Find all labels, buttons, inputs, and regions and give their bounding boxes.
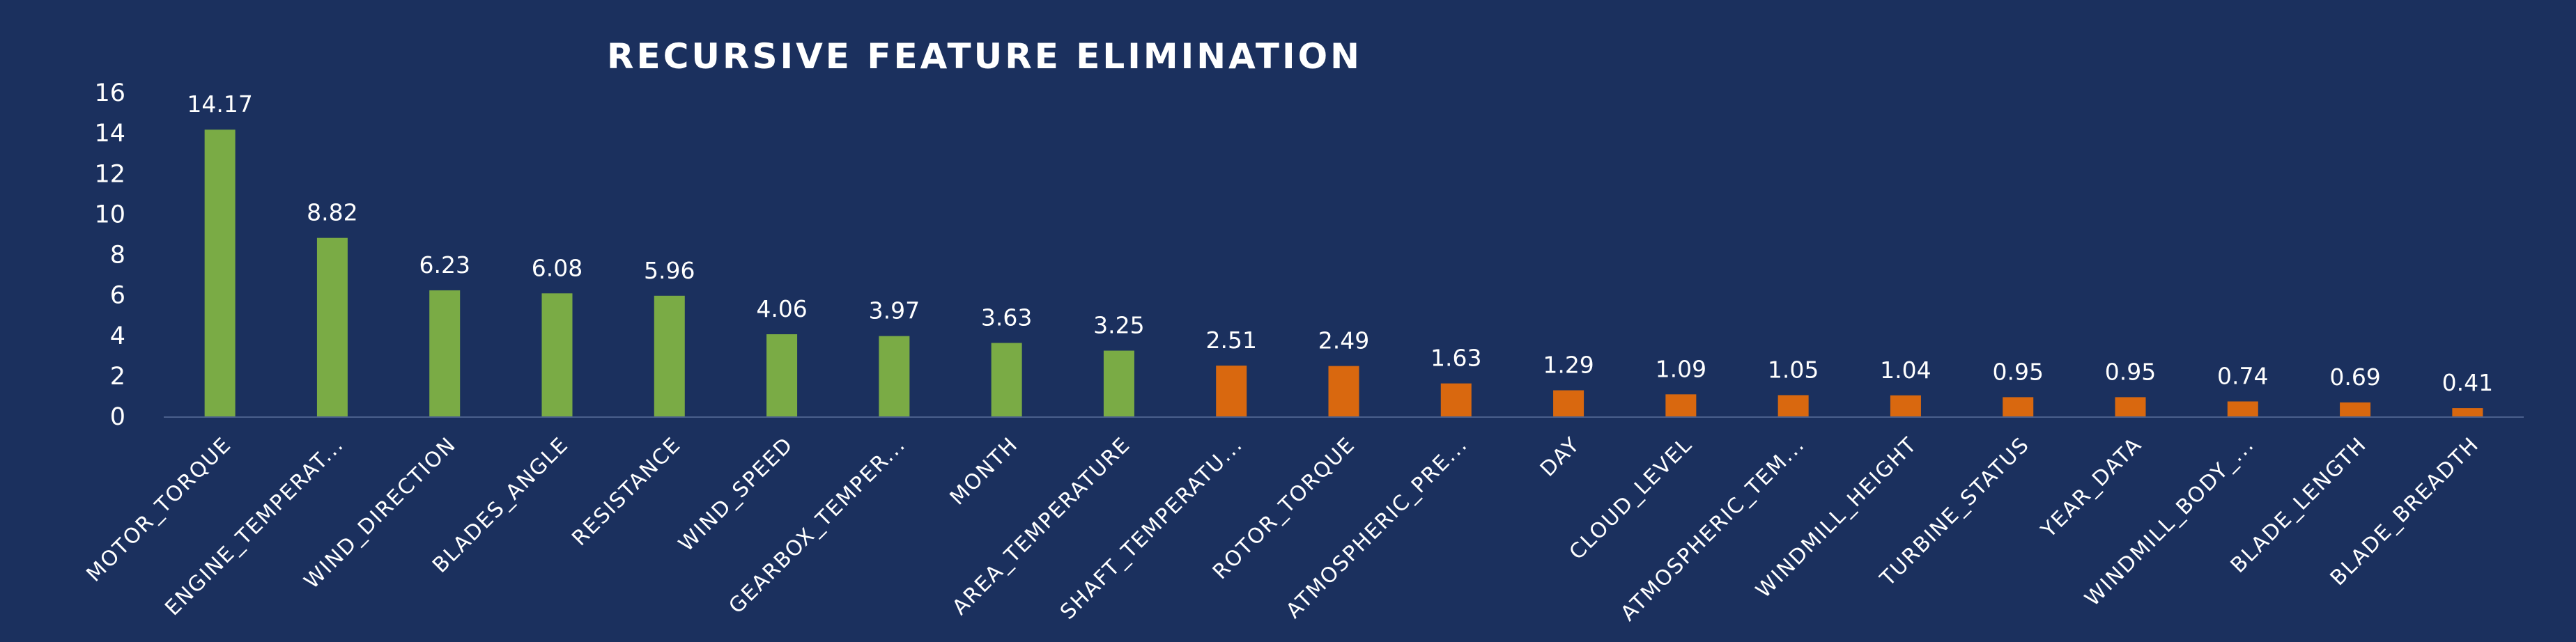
x-tick-label: SHAFT_TEMPERATU... bbox=[1056, 432, 1248, 625]
data-label: 6.23 bbox=[419, 251, 470, 279]
x-tick-label: ATMOSPHERIC_TEM... bbox=[1616, 432, 1810, 626]
bar bbox=[316, 237, 348, 416]
bar bbox=[429, 290, 461, 416]
bar bbox=[1777, 395, 1809, 416]
data-label: 3.25 bbox=[1093, 312, 1144, 339]
bar bbox=[1665, 394, 1697, 416]
bar bbox=[541, 293, 573, 416]
data-label: 14.17 bbox=[187, 91, 252, 118]
data-label: 1.09 bbox=[1656, 355, 1706, 382]
data-label: 1.29 bbox=[1543, 352, 1594, 379]
data-label: 1.63 bbox=[1430, 345, 1481, 372]
bar bbox=[766, 334, 798, 416]
y-tick-label: 2 bbox=[110, 363, 125, 391]
bar bbox=[204, 130, 236, 416]
y-tick-label: 14 bbox=[94, 120, 125, 148]
x-tick-label: ENGINE_TEMPERAT... bbox=[160, 432, 348, 620]
bar bbox=[2003, 397, 2034, 416]
bar bbox=[991, 343, 1022, 416]
x-tick-label: YEAR_DATA bbox=[2036, 432, 2147, 543]
data-label: 8.82 bbox=[307, 199, 357, 226]
bar bbox=[1440, 383, 1472, 416]
y-tick-label: 4 bbox=[110, 322, 125, 350]
bar bbox=[879, 336, 910, 416]
bar bbox=[1890, 395, 1921, 416]
data-label: 0.41 bbox=[2442, 369, 2493, 396]
y-tick-label: 8 bbox=[110, 242, 125, 269]
data-label: 2.51 bbox=[1205, 327, 1256, 354]
y-tick-label: 0 bbox=[110, 403, 125, 431]
y-tick-label: 10 bbox=[94, 201, 125, 228]
data-label: 2.49 bbox=[1318, 327, 1369, 354]
data-label: 4.06 bbox=[756, 295, 807, 322]
y-tick-label: 6 bbox=[110, 282, 125, 310]
data-label: 0.69 bbox=[2329, 363, 2380, 391]
x-tick-label: CLOUD_LEVEL bbox=[1565, 432, 1697, 565]
bar bbox=[1103, 350, 1134, 416]
data-label: 5.96 bbox=[644, 257, 695, 284]
bar bbox=[1328, 366, 1359, 416]
data-label: 1.04 bbox=[1880, 357, 1931, 384]
x-tick-label: ATMOSPHERIC_PRE... bbox=[1281, 432, 1472, 623]
bar bbox=[654, 295, 685, 416]
data-label: 3.63 bbox=[981, 304, 1032, 331]
data-label: 6.08 bbox=[532, 254, 583, 281]
bar bbox=[2452, 408, 2483, 416]
bar bbox=[1553, 390, 1584, 416]
data-label: 3.97 bbox=[869, 297, 920, 324]
data-label: 1.05 bbox=[1768, 356, 1819, 383]
x-tick-label: WIND_SPEED bbox=[674, 432, 798, 556]
bar bbox=[2340, 402, 2371, 416]
y-tick-label: 12 bbox=[94, 160, 125, 188]
x-tick-label: MONTH bbox=[946, 432, 1024, 510]
chart-title: RECURSIVE FEATURE ELIMINATION bbox=[607, 36, 1362, 77]
bar bbox=[2115, 397, 2146, 416]
data-label: 0.95 bbox=[2105, 358, 2156, 385]
bar bbox=[1216, 366, 1247, 416]
x-tick-label: DAY bbox=[1536, 432, 1585, 482]
x-tick-label: AREA_TEMPERATURE bbox=[948, 432, 1135, 620]
data-label: 0.95 bbox=[1992, 358, 2043, 385]
y-tick-label: 16 bbox=[94, 79, 125, 107]
bar bbox=[2227, 401, 2258, 416]
data-label: 0.74 bbox=[2217, 362, 2268, 389]
x-tick-label: RESISTANCE bbox=[567, 432, 686, 551]
